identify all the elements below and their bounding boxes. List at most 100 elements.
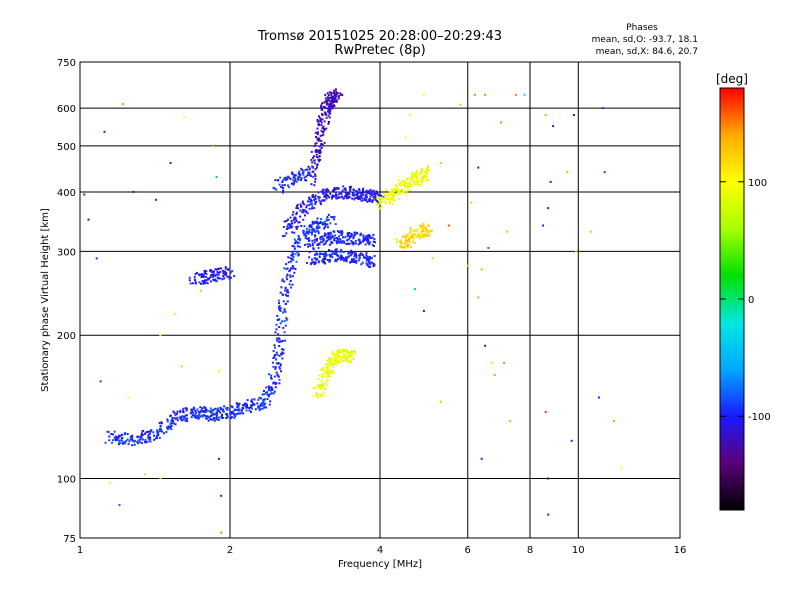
data-point [213,270,215,273]
data-point [316,222,319,225]
data-point [114,439,117,442]
data-point [350,240,353,242]
data-point [159,425,162,428]
data-point [331,241,334,244]
data-point [388,198,391,201]
data-point [205,270,208,273]
data-point [302,202,305,205]
data-point [330,242,333,245]
data-point [362,187,365,190]
data-point [275,351,278,354]
data-point [425,176,428,179]
data-point [323,258,326,261]
data-point [311,165,314,168]
data-point [288,186,291,189]
data-point [321,127,324,129]
data-point [359,234,362,237]
data-point [320,190,323,193]
data-point [181,419,184,422]
data-point [217,407,220,410]
data-point [399,245,402,248]
data-point [235,402,238,405]
data-point [149,437,152,440]
data-point [298,241,301,244]
data-point [172,410,175,413]
data-point [419,183,422,186]
data-point [313,241,316,244]
data-point [319,220,322,223]
data-point [258,396,261,399]
data-point [335,240,338,243]
data-point [206,282,209,285]
data-point [296,211,298,214]
data-point [403,242,406,245]
data-point [328,116,331,119]
data-point [263,406,266,409]
data-point [250,398,253,401]
data-point [273,344,276,347]
data-point [257,405,260,408]
data-point [214,278,217,281]
data-point [329,235,332,238]
data-point [279,291,282,294]
data-point [299,173,302,176]
data-point [278,318,281,321]
data-point [335,193,338,196]
data-point [314,131,317,134]
data-point [131,439,134,442]
data-point [222,410,225,413]
data-point [216,412,219,415]
data-point [414,172,417,175]
data-point [364,196,367,199]
data-point [317,158,320,161]
data-point [272,365,275,368]
data-point [209,407,212,410]
data-point [300,167,303,170]
data-point [291,275,294,278]
data-point [277,375,280,378]
data-point [203,272,206,275]
data-point [211,275,214,278]
data-point [341,350,344,353]
data-point [321,114,324,117]
data-point [299,179,302,181]
data-point [212,416,215,419]
data-point [198,281,201,284]
data-point [314,194,317,197]
data-point [212,412,215,415]
data-point [229,271,232,274]
data-point [319,393,322,396]
data-point [319,151,322,154]
data-point [338,250,341,253]
data-point [213,419,216,422]
data-point [333,253,336,255]
data-point [311,239,314,242]
data-point [418,235,421,238]
data-point [215,176,218,178]
y-tick-label: 100 [57,475,76,486]
data-point [322,223,325,226]
data-point [314,253,316,256]
data-point [329,222,332,225]
data-point [409,230,412,233]
data-point [318,196,321,199]
data-point [306,243,309,246]
data-point [274,381,276,384]
data-point [368,261,371,264]
data-point [375,190,378,193]
data-point [217,273,220,276]
data-point [204,275,207,278]
data-point [283,309,286,312]
data-point [277,337,280,340]
data-point [480,268,483,271]
data-point [477,296,480,299]
data-point [427,166,429,169]
data-point [321,368,324,371]
data-point [242,412,245,415]
data-point [341,356,344,359]
data-point [272,392,275,395]
data-point [387,193,390,196]
data-point [204,279,206,282]
data-point [325,254,328,257]
data-point [406,187,409,190]
